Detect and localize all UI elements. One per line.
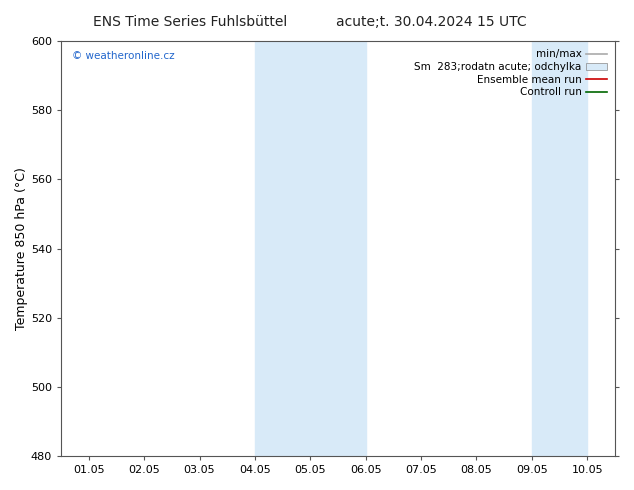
Bar (532, 41, 587, 456)
Text: ENS Time Series Fuhlsbüttel: ENS Time Series Fuhlsbüttel (93, 15, 287, 29)
Y-axis label: Temperature 850 hPa (°C): Temperature 850 hPa (°C) (15, 167, 28, 330)
Text: acute;t. 30.04.2024 15 UTC: acute;t. 30.04.2024 15 UTC (336, 15, 526, 29)
Legend: min/max, Sm  283;rodatn acute; odchylka, Ensemble mean run, Controll run: min/max, Sm 283;rodatn acute; odchylka, … (411, 46, 610, 100)
Text: © weatheronline.cz: © weatheronline.cz (72, 51, 175, 61)
Bar (255, 41, 366, 456)
